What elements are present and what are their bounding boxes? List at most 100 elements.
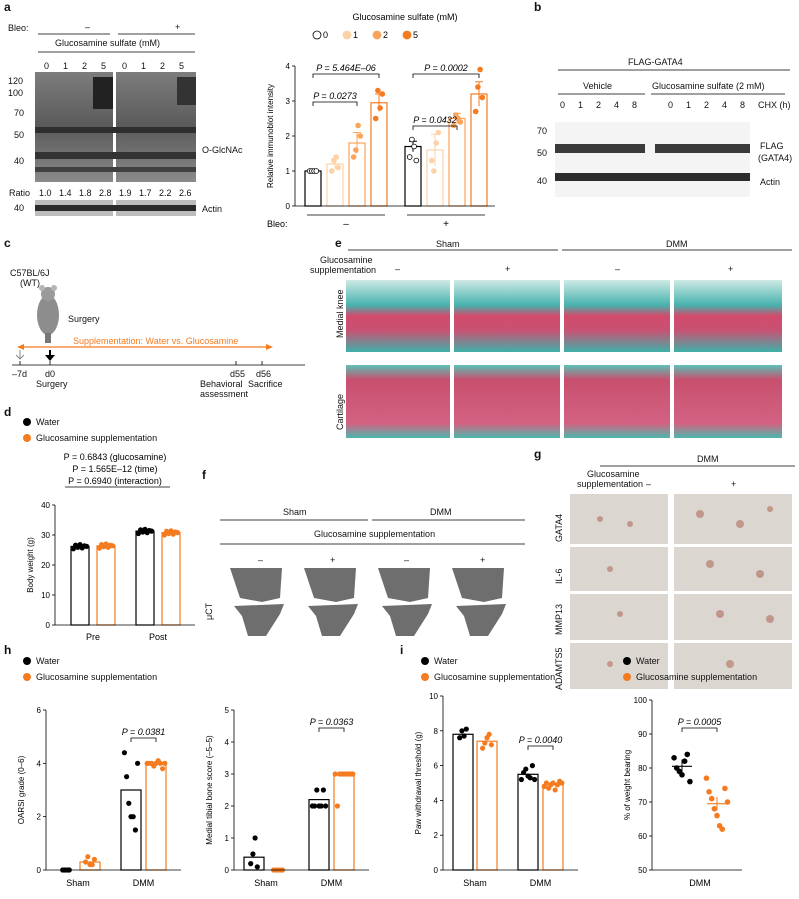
ratio-value: 1.9 xyxy=(119,188,132,198)
data-point xyxy=(124,774,130,780)
data-point xyxy=(355,122,361,129)
chx-lane: 4 xyxy=(722,100,728,110)
legend-label: 1 xyxy=(353,30,358,40)
data-point xyxy=(450,122,457,129)
vehicle-label: Vehicle xyxy=(583,81,613,91)
chart-h-oarsi: 0 2 4 6 OARSI grade (0–6) Sham DMM P = 0.0381 xyxy=(17,706,181,888)
y-tick-label: 0 xyxy=(46,621,51,630)
y-tick-label: 20 xyxy=(41,561,50,570)
legend-gs-j: Glucosamine supplementation xyxy=(636,672,758,682)
data-point xyxy=(711,806,718,812)
panel-label-c: c xyxy=(4,236,11,250)
x-tick-label: DMM xyxy=(321,878,343,888)
data-point xyxy=(463,726,469,732)
data-point xyxy=(706,789,712,795)
stat-annotation: P = 1.565E–12 (time) xyxy=(72,464,157,474)
o-glcnac-blot-image xyxy=(35,72,196,182)
gs-label-e2: supplementation xyxy=(310,265,377,275)
dmm-label-f: DMM xyxy=(430,507,452,517)
surgery-top: Surgery xyxy=(68,314,100,324)
y-tick-label: 3 xyxy=(225,770,230,779)
data-point xyxy=(250,851,256,857)
data-point xyxy=(126,800,132,806)
panel-label-e: e xyxy=(335,236,342,250)
significance-bracket xyxy=(412,73,480,78)
data-point xyxy=(413,157,420,164)
y-axis-label: % of weight bearing xyxy=(623,750,632,820)
legend-marker xyxy=(402,30,412,40)
mouse-icon xyxy=(37,285,59,343)
x-tick-label: DMM xyxy=(689,878,711,888)
surgery-bottom: Surgery xyxy=(36,379,68,389)
panel-label-a: a xyxy=(4,0,11,14)
chx-lane: 2 xyxy=(596,100,602,110)
legend-gs: Glucosamine supplementation xyxy=(36,433,158,443)
bar xyxy=(448,117,466,207)
data-point xyxy=(475,84,481,90)
y-tick-label: 4 xyxy=(37,759,42,768)
tick-label: d0 xyxy=(45,369,56,379)
data-point xyxy=(488,742,494,748)
ihc-images xyxy=(570,494,792,689)
panel-label-b: b xyxy=(534,0,542,14)
bar xyxy=(452,733,474,871)
data-point xyxy=(135,760,141,766)
data-point xyxy=(681,758,688,764)
data-point xyxy=(722,785,728,792)
data-point xyxy=(435,129,442,136)
chart-a-title: Glucosamine sulfate (mM) xyxy=(352,12,457,22)
chart-h-bone: 0 1 2 3 4 5 Medial tibial bone score (–5–5) Sha… xyxy=(205,706,369,888)
data-point xyxy=(314,787,320,793)
sham-label-e: Sham xyxy=(436,239,460,249)
bar xyxy=(333,773,355,871)
y-tick-label: 4 xyxy=(286,62,291,71)
gs-2mm-label: Glucosamine sulfate (2 mM) xyxy=(652,81,765,91)
sign-f: – xyxy=(404,555,410,565)
data-point xyxy=(480,745,486,751)
tick-label: d55 xyxy=(230,369,246,379)
y-axis-label: Medial tibial bone score (–5–5) xyxy=(205,735,214,845)
behavioral-label: Behavioral xyxy=(200,379,243,389)
sacrifice-label: Sacrifice xyxy=(248,379,283,389)
mw-marker: 120 xyxy=(8,76,24,86)
data-point xyxy=(671,755,677,761)
y-tick-label: 4 xyxy=(225,738,230,747)
significance-bracket xyxy=(527,745,554,750)
data-point xyxy=(457,119,464,125)
gs-label-g1: Glucosamine xyxy=(587,469,640,479)
ratio-label: Ratio xyxy=(9,188,31,198)
dmm-label-e: DMM xyxy=(666,239,688,249)
chx-lane: 1 xyxy=(578,100,584,110)
data-point xyxy=(334,803,340,809)
chart-d: P = 0.6843 (glucosamine) P = 1.565E–12 (t… xyxy=(26,452,195,642)
y-tick-label: 90 xyxy=(638,730,647,739)
lane-label: 1 xyxy=(63,61,69,71)
data-point xyxy=(84,543,90,549)
sign-f: + xyxy=(330,555,336,565)
legend-water: Water xyxy=(36,417,60,427)
data-point xyxy=(527,775,533,781)
assessment-label: assessment xyxy=(200,389,249,399)
data-point xyxy=(472,108,479,115)
mw-marker: 70 xyxy=(537,126,548,136)
bar xyxy=(96,545,116,626)
bar xyxy=(135,530,155,626)
data-point xyxy=(479,94,486,101)
row-label-cartilage: Cartilage xyxy=(335,393,345,430)
data-point xyxy=(252,835,258,841)
sign-e: – xyxy=(395,264,401,274)
significance-bracket xyxy=(312,73,380,78)
y-tick-label: 1 xyxy=(286,167,291,176)
data-point xyxy=(83,859,89,865)
y-tick-label: 6 xyxy=(37,706,42,715)
blot-a-lines xyxy=(38,33,195,35)
lane-label: 5 xyxy=(101,61,107,71)
data-point xyxy=(714,812,720,819)
data-point xyxy=(375,87,381,94)
legend-marker xyxy=(312,30,322,40)
bar xyxy=(161,531,181,626)
ratio-value: 1.4 xyxy=(59,188,72,198)
data-point xyxy=(552,787,558,793)
gs-label-g2: supplementation xyxy=(577,479,644,489)
significance-bracket xyxy=(318,727,345,732)
